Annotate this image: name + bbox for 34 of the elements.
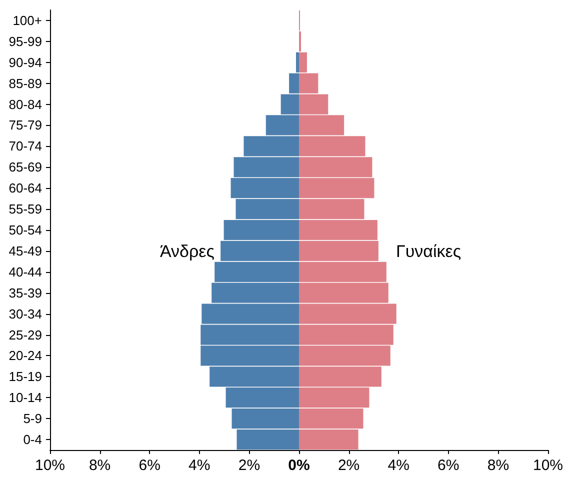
y-tick-label: 35-39 — [8, 285, 42, 300]
x-tick-label: 6% — [138, 457, 160, 474]
y-tick-label: 80-84 — [8, 96, 42, 112]
x-tick-label: 8% — [487, 457, 510, 474]
series-label: Γυναίκες — [396, 242, 462, 261]
y-tick-label: 45-49 — [8, 243, 42, 258]
y-tick-label: 70-74 — [8, 138, 42, 154]
y-tick-label: 55-59 — [8, 202, 42, 217]
y-tick-label: 95-99 — [8, 34, 42, 49]
y-tick-label: 5-9 — [23, 411, 42, 426]
x-tick-label: 4% — [188, 457, 210, 474]
y-tick-label: 100+ — [12, 12, 42, 28]
y-tick-label: 10-14 — [8, 390, 42, 406]
y-tick-label: 85-89 — [8, 76, 42, 91]
y-tick-label: 25-29 — [8, 327, 42, 342]
y-tick-label: 20-24 — [8, 348, 42, 364]
y-tick-label: 40-44 — [8, 264, 42, 280]
y-tick-label: 15-19 — [8, 369, 42, 384]
y-tick-label: 90-94 — [8, 54, 42, 70]
x-tick-label: 10% — [532, 457, 564, 474]
x-tick-label: 2% — [338, 457, 360, 474]
series-label: Άνδρες — [160, 242, 214, 261]
y-tick-label: 60-64 — [8, 180, 42, 196]
y-tick-label: 75-79 — [8, 118, 42, 133]
y-tick-label: 65-69 — [8, 160, 42, 175]
y-tick-label: 50-54 — [8, 222, 42, 238]
x-tick-label: 10% — [34, 457, 66, 474]
x-tick-label: 2% — [238, 457, 260, 474]
y-tick-label: 30-34 — [8, 306, 42, 322]
x-tick-label: 8% — [88, 457, 111, 474]
y-tick-label: 0-4 — [23, 432, 42, 448]
x-tick-label: 4% — [388, 457, 410, 474]
x-tick-label: 0% — [288, 457, 310, 474]
x-tick-label: 6% — [438, 457, 460, 474]
